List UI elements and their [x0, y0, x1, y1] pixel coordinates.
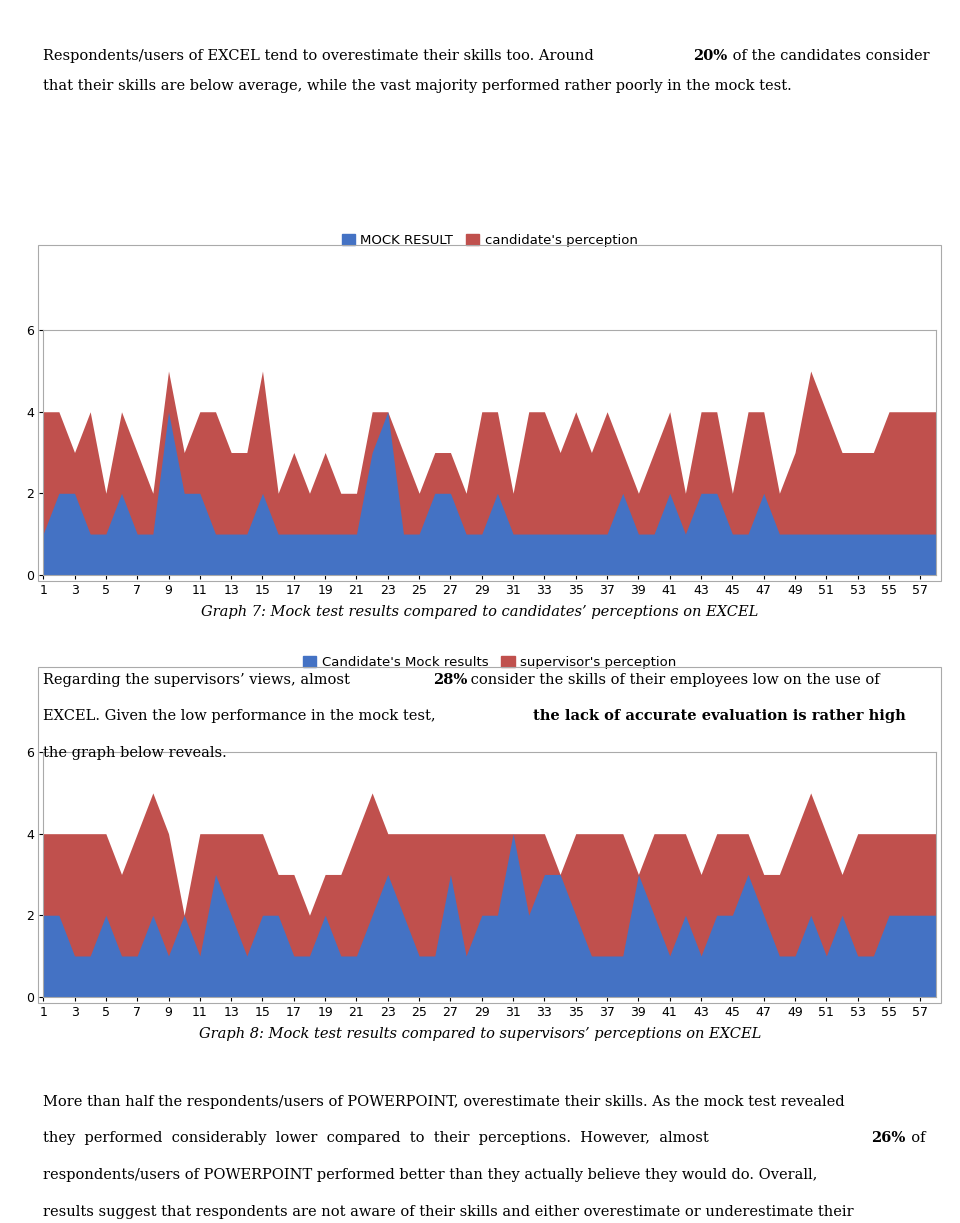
- Text: consider the skills of their employees low on the use of: consider the skills of their employees l…: [466, 673, 879, 686]
- Legend: MOCK RESULT, candidate's perception: MOCK RESULT, candidate's perception: [342, 234, 637, 247]
- Text: Regarding the supervisors’ views, almost: Regarding the supervisors’ views, almost: [43, 673, 354, 686]
- Text: the lack of accurate evaluation is rather high: the lack of accurate evaluation is rathe…: [533, 709, 905, 723]
- Text: of: of: [902, 1131, 925, 1145]
- Text: they  performed  considerably  lower  compared  to  their  perceptions.  However: they performed considerably lower compar…: [43, 1131, 713, 1145]
- Text: the graph below reveals.: the graph below reveals.: [43, 746, 227, 759]
- Text: Respondents/users of EXCEL tend to overestimate their skills too. Around: Respondents/users of EXCEL tend to overe…: [43, 49, 599, 62]
- Text: that their skills are below average, while the vast majority performed rather po: that their skills are below average, whi…: [43, 79, 792, 93]
- Text: of the candidates consider: of the candidates consider: [728, 49, 929, 62]
- Text: More than half the respondents/users of POWERPOINT, overestimate their skills. A: More than half the respondents/users of …: [43, 1095, 845, 1108]
- Text: EXCEL. Given the low performance in the mock test,: EXCEL. Given the low performance in the …: [43, 709, 441, 723]
- Text: 20%: 20%: [693, 49, 728, 62]
- Text: Graph 7: Mock test results compared to candidates’ perceptions on EXCEL: Graph 7: Mock test results compared to c…: [202, 605, 758, 619]
- Text: 26%: 26%: [871, 1131, 905, 1145]
- Legend: Candidate's Mock results, supervisor's perception: Candidate's Mock results, supervisor's p…: [303, 656, 676, 669]
- Text: Graph 8: Mock test results compared to supervisors’ perceptions on EXCEL: Graph 8: Mock test results compared to s…: [199, 1027, 761, 1041]
- Text: 28%: 28%: [433, 673, 468, 686]
- Text: respondents/users of POWERPOINT performed better than they actually believe they: respondents/users of POWERPOINT performe…: [43, 1168, 818, 1181]
- Text: results suggest that respondents are not aware of their skills and either overes: results suggest that respondents are not…: [43, 1205, 853, 1218]
